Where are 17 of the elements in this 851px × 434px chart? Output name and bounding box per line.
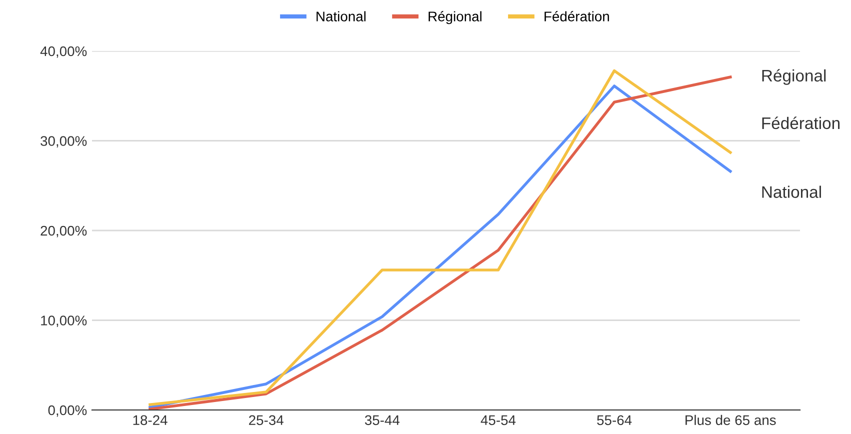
text: Fédération <box>762 116 840 130</box>
legend-label: Fédération <box>544 11 609 22</box>
x-tick-label: 18-24 <box>133 415 168 426</box>
legend-label: Régional <box>428 11 482 24</box>
y-tick-label: 20,00% <box>40 226 87 238</box>
y-tick-label: 40,00% <box>40 46 87 58</box>
x-tick-label: 35-44 <box>364 415 400 426</box>
x-tick-label: 55-64 <box>597 415 632 426</box>
x-tick-label: 45-54 <box>480 415 516 426</box>
y-tick-label: 10,00% <box>41 316 87 328</box>
legend-label: National <box>316 11 366 22</box>
text: Régional <box>762 69 826 85</box>
y-tick-label: 0,00% <box>48 405 87 417</box>
y-tick-label: 30,00% <box>40 136 87 148</box>
x-tick-label: Plus de 65 ans <box>686 414 776 426</box>
text: National <box>762 186 821 198</box>
x-tick-label: 25-34 <box>249 415 284 426</box>
